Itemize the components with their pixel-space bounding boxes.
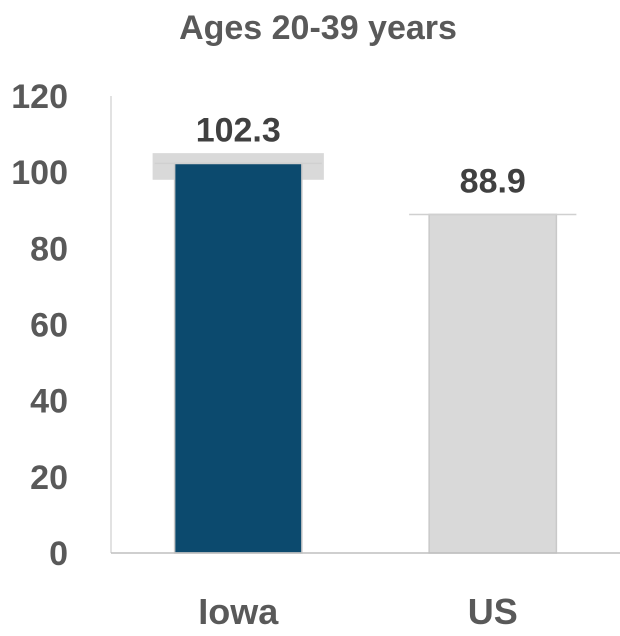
x-tick-label: Iowa [198, 591, 279, 632]
y-tick-label: 80 [30, 230, 68, 268]
x-axis: Iowa US [198, 591, 518, 632]
x-tick-label: US [468, 591, 518, 632]
bar-iowa [173, 162, 303, 554]
chart-title: Ages 20-39 years [179, 9, 457, 47]
y-tick-label: 20 [30, 459, 68, 497]
y-axis: 0 20 40 60 80 100 120 [11, 78, 68, 573]
data-label: 102.3 [196, 111, 281, 149]
y-tick-label: 60 [30, 307, 68, 345]
data-label: 88.9 [460, 162, 526, 200]
y-tick-label: 120 [11, 78, 68, 116]
plot-area: 102.3 88.9 [152, 111, 577, 554]
y-tick-label: 100 [11, 154, 68, 192]
y-tick-label: 40 [30, 383, 68, 421]
bar-us [428, 213, 558, 554]
y-tick-label: 0 [49, 535, 68, 573]
